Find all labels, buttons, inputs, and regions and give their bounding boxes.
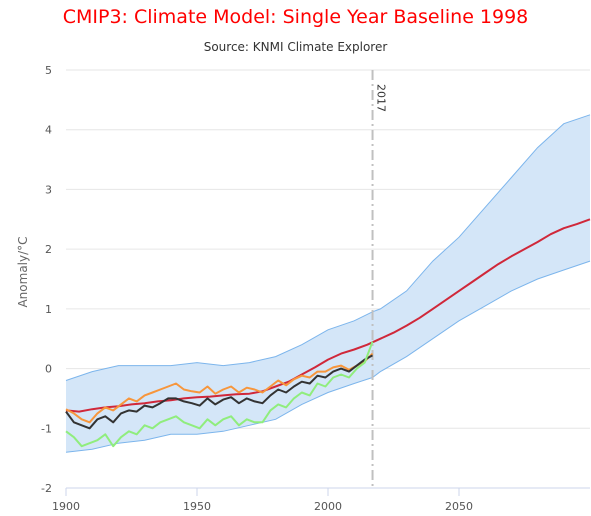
series-line-2 [65,354,373,430]
x-tick-label: 1950 [183,500,211,513]
y-tick-label: -1 [41,422,52,435]
x-tick-label: 2050 [445,500,473,513]
chart-subtitle: Source: KNMI Climate Explorer [203,40,388,54]
series-line-1 [65,352,374,424]
y-tick-label: 1 [45,303,52,316]
band-lower-line [65,260,591,453]
year-marker: 2017 [371,70,388,488]
marker-label: 2017 [375,84,388,112]
x-tick-label: 2000 [314,500,342,513]
x-axis: 1900 1950 2000 2050 [52,487,590,513]
chart-title: CMIP3: Climate Model: Single Year Baseli… [62,6,529,28]
y-tick-label: 3 [45,183,52,196]
y-axis-title: Anomaly/°C [16,236,30,307]
y-tick-label: 4 [45,124,52,137]
model-range-band [65,114,591,453]
y-axis: -2 -1 0 1 2 3 4 5 [41,64,52,495]
y-tick-label: -2 [41,482,52,495]
series-line-0 [65,218,591,413]
y-tick-label: 5 [45,64,52,77]
series-lines [65,218,591,448]
series-line-3 [65,341,374,448]
x-tick-label: 1900 [52,500,80,513]
band-area [66,114,590,453]
y-tick-label: 2 [45,243,52,256]
band-upper-line [65,114,591,381]
y-tick-label: 0 [45,363,52,376]
